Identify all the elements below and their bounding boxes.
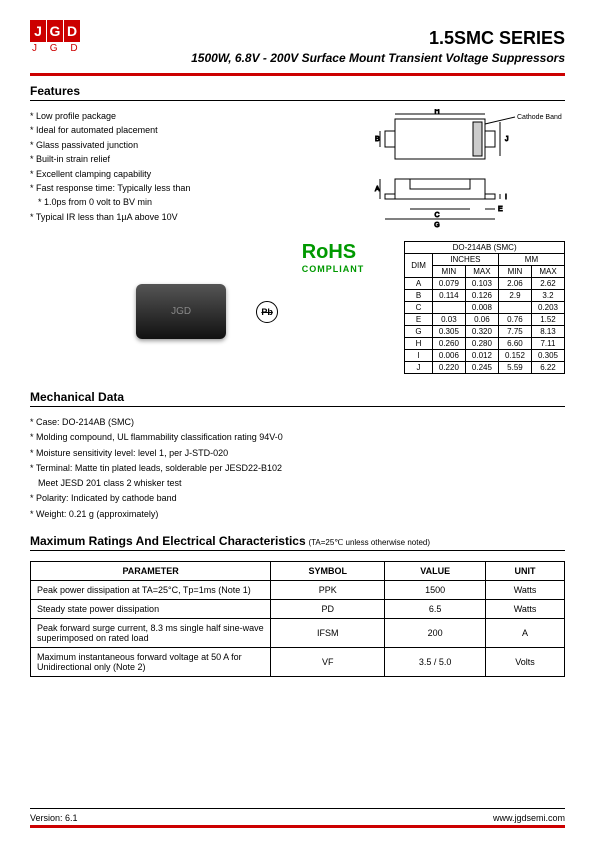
feature-item: Typical IR less than 1µA above 10V xyxy=(30,210,335,224)
footer-right: www.jgdsemi.com xyxy=(493,813,565,823)
header-bar xyxy=(30,73,565,76)
svg-text:A: A xyxy=(375,186,380,193)
dim-row: H0.2600.2806.607.11 xyxy=(405,338,565,350)
dim-row: J0.2200.2455.596.22 xyxy=(405,362,565,374)
cathode-label: Cathode Band xyxy=(517,114,562,121)
svg-text:G: G xyxy=(434,222,439,229)
feature-item: Fast response time: Typically less than xyxy=(30,181,335,195)
feature-item: Glass passivated junction xyxy=(30,138,335,152)
mech-item: Case: DO-214AB (SMC) xyxy=(30,415,565,430)
footer: Version: 6.1 www.jgdsemi.com xyxy=(30,808,565,828)
ratings-note: (TA=25℃ unless otherwise noted) xyxy=(308,538,430,547)
footer-left: Version: 6.1 xyxy=(30,813,78,823)
package-diagram: H B J A I C G E Cathode Band xyxy=(355,109,565,229)
dim-row: C0.0080.203 xyxy=(405,302,565,314)
chip-image: JGD xyxy=(136,284,226,339)
svg-text:J: J xyxy=(505,136,509,143)
dim-title: DO-214AB (SMC) xyxy=(405,242,565,254)
ratings-row: Peak forward surge current, 8.3 ms singl… xyxy=(31,619,565,648)
feature-item: Low profile package xyxy=(30,109,335,123)
mech-item: Polarity: Indicated by cathode band xyxy=(30,491,565,506)
dim-row: E0.030.060.761.52 xyxy=(405,314,565,326)
ratings-row: Steady state power dissipationPD6.5Watts xyxy=(31,600,565,619)
svg-text:H: H xyxy=(434,109,439,115)
feature-item: Excellent clamping capability xyxy=(30,167,335,181)
mech-heading: Mechanical Data xyxy=(30,390,565,407)
dim-row: B0.1140.1262.93.2 xyxy=(405,290,565,302)
mech-list: Case: DO-214AB (SMC) Molding compound, U… xyxy=(30,415,565,522)
dim-row: A0.0790.1032.062.62 xyxy=(405,278,565,290)
pb-free-icon: Pb xyxy=(256,301,278,323)
feature-item: 1.0ps from 0 volt to BV min xyxy=(38,195,335,209)
logo-g: G xyxy=(47,20,63,42)
page-title: 1.5SMC SERIES xyxy=(90,28,565,49)
svg-text:C: C xyxy=(434,212,439,219)
mech-item: Meet JESD 201 class 2 whisker test xyxy=(38,476,565,491)
svg-text:I: I xyxy=(505,194,507,201)
dim-row: G0.3050.3207.758.13 xyxy=(405,326,565,338)
svg-text:B: B xyxy=(375,136,380,143)
logo-sub: J G D xyxy=(32,43,90,54)
logo-j: J xyxy=(30,20,46,42)
features-heading: Features xyxy=(30,84,565,101)
logo-d: D xyxy=(64,20,80,42)
dimensions-table: DO-214AB (SMC) DIMINCHESMM MINMAXMINMAX … xyxy=(404,241,565,374)
feature-item: Built-in strain relief xyxy=(30,152,335,166)
ratings-table: PARAMETER SYMBOL VALUE UNIT Peak power d… xyxy=(30,561,565,677)
features-list: Low profile package Ideal for automated … xyxy=(30,109,335,229)
ratings-hr xyxy=(30,550,565,551)
mech-item: Moisture sensitivity level: level 1, per… xyxy=(30,446,565,461)
mech-item: Molding compound, UL flammability classi… xyxy=(30,430,565,445)
logo: J G D J G D xyxy=(30,20,90,54)
dim-row: I0.0060.0120.1520.305 xyxy=(405,350,565,362)
rohs-main: RoHS xyxy=(302,241,365,264)
ratings-row: Peak power dissipation at TA=25°C, Tp=1m… xyxy=(31,581,565,600)
mech-item: Weight: 0.21 g (approximately) xyxy=(30,507,565,522)
feature-item: Ideal for automated placement xyxy=(30,123,335,137)
ratings-row: Maximum instantaneous forward voltage at… xyxy=(31,648,565,677)
rohs-badge: RoHS COMPLIANT xyxy=(302,241,365,274)
svg-text:E: E xyxy=(498,206,503,213)
page-subtitle: 1500W, 6.8V - 200V Surface Mount Transie… xyxy=(90,51,565,65)
ratings-heading: Maximum Ratings And Electrical Character… xyxy=(30,534,306,548)
mech-item: Terminal: Matte tin plated leads, solder… xyxy=(30,461,565,476)
rohs-sub: COMPLIANT xyxy=(302,264,365,274)
